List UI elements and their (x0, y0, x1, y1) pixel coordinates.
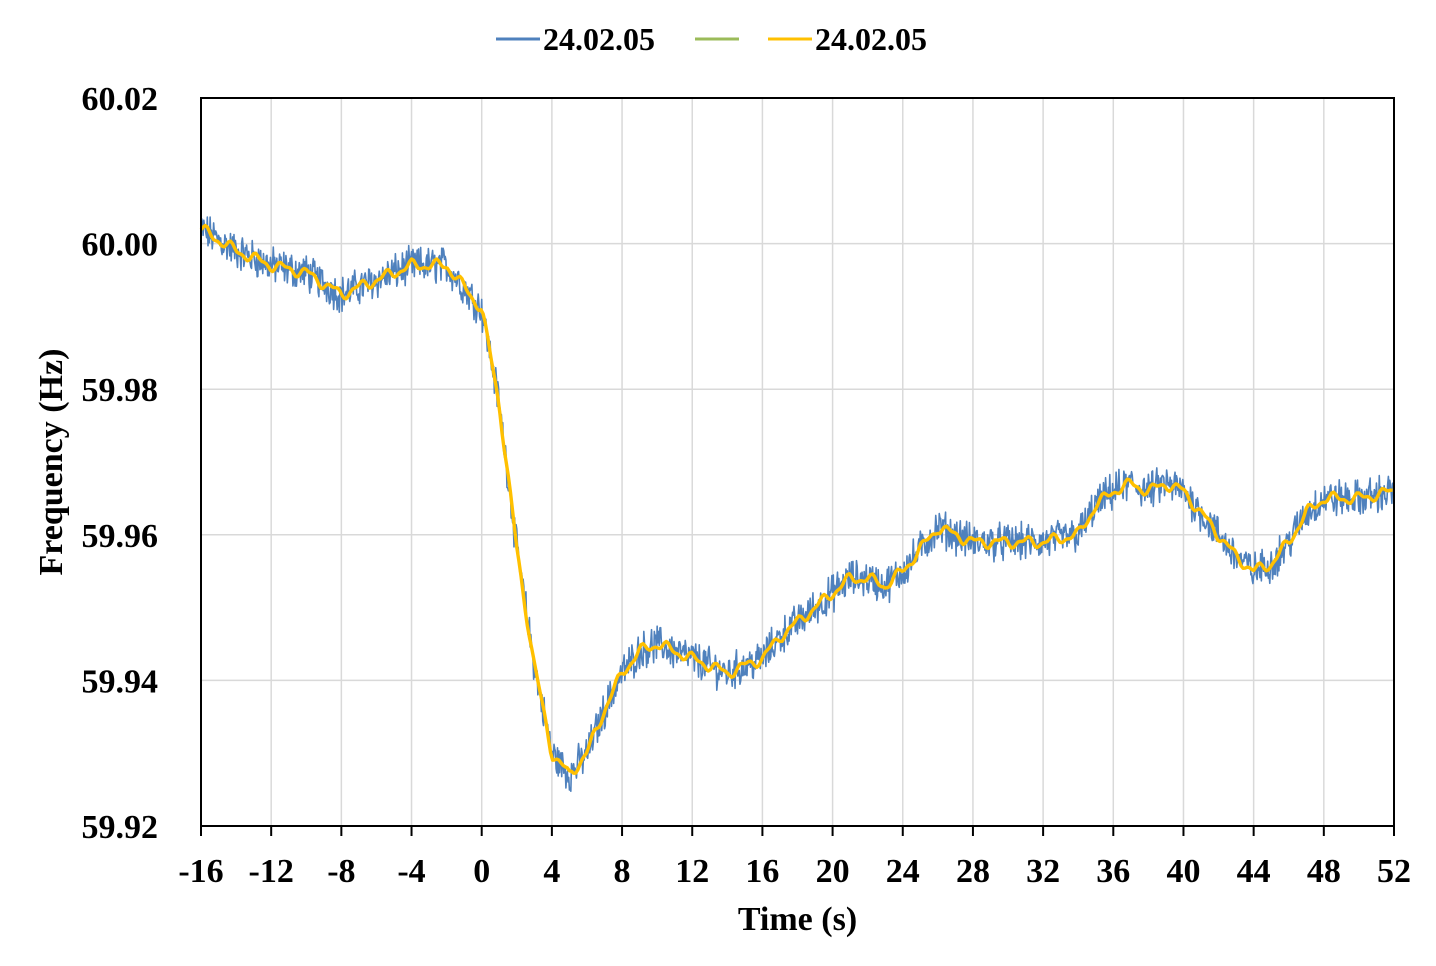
x-tick-label: -16 (178, 853, 223, 890)
y-tick-labels: 59.92 59.94 59.96 59.98 60.00 60.02 (82, 81, 159, 846)
x-tick-label: 52 (1377, 853, 1411, 890)
x-tick-labels: -16 -12 -8 -4 0 4 8 12 16 20 24 28 32 36 40 44 48 52 (178, 853, 1411, 890)
x-tick-label: 28 (956, 853, 990, 890)
x-tick-label: 16 (745, 853, 779, 890)
x-tick-label: -4 (397, 853, 425, 890)
y-tick-label: 59.92 (82, 809, 159, 846)
legend: 24.02.05 24.02.05 (496, 21, 927, 57)
y-tick-label: 59.96 (82, 518, 159, 555)
x-tick-label: -8 (327, 853, 355, 890)
plot-frame (200, 97, 1395, 827)
x-tick-label: 0 (473, 853, 490, 890)
legend-label: 24.02.05 (815, 21, 927, 57)
x-tick-label: 20 (816, 853, 850, 890)
x-tick-label: 8 (614, 853, 631, 890)
x-tick-label: 32 (1026, 853, 1060, 890)
y-tick-label: 59.94 (82, 663, 159, 700)
y-axis-title: Frequency (Hz) (33, 349, 70, 576)
x-axis-title: Time (s) (738, 901, 857, 938)
y-tick-label: 60.02 (82, 81, 159, 118)
x-tick-label: 36 (1096, 853, 1130, 890)
x-tick-label: 24 (886, 853, 920, 890)
x-tick-label: -12 (249, 853, 294, 890)
grid-layer (200, 97, 1395, 836)
y-tick-label: 59.98 (82, 372, 159, 409)
legend-label: 24.02.05 (543, 21, 655, 57)
series-line-filtered (199, 223, 1393, 775)
x-tick-label: 4 (543, 853, 560, 890)
series-line-green (200, 224, 1393, 775)
x-tick-label: 12 (675, 853, 709, 890)
x-tick-label: 48 (1307, 853, 1341, 890)
y-tick-label: 60.00 (82, 227, 159, 264)
series-layer (199, 216, 1395, 793)
series-line-raw (200, 216, 1395, 793)
x-tick-label: 40 (1166, 853, 1200, 890)
x-tick-label: 44 (1237, 853, 1271, 890)
